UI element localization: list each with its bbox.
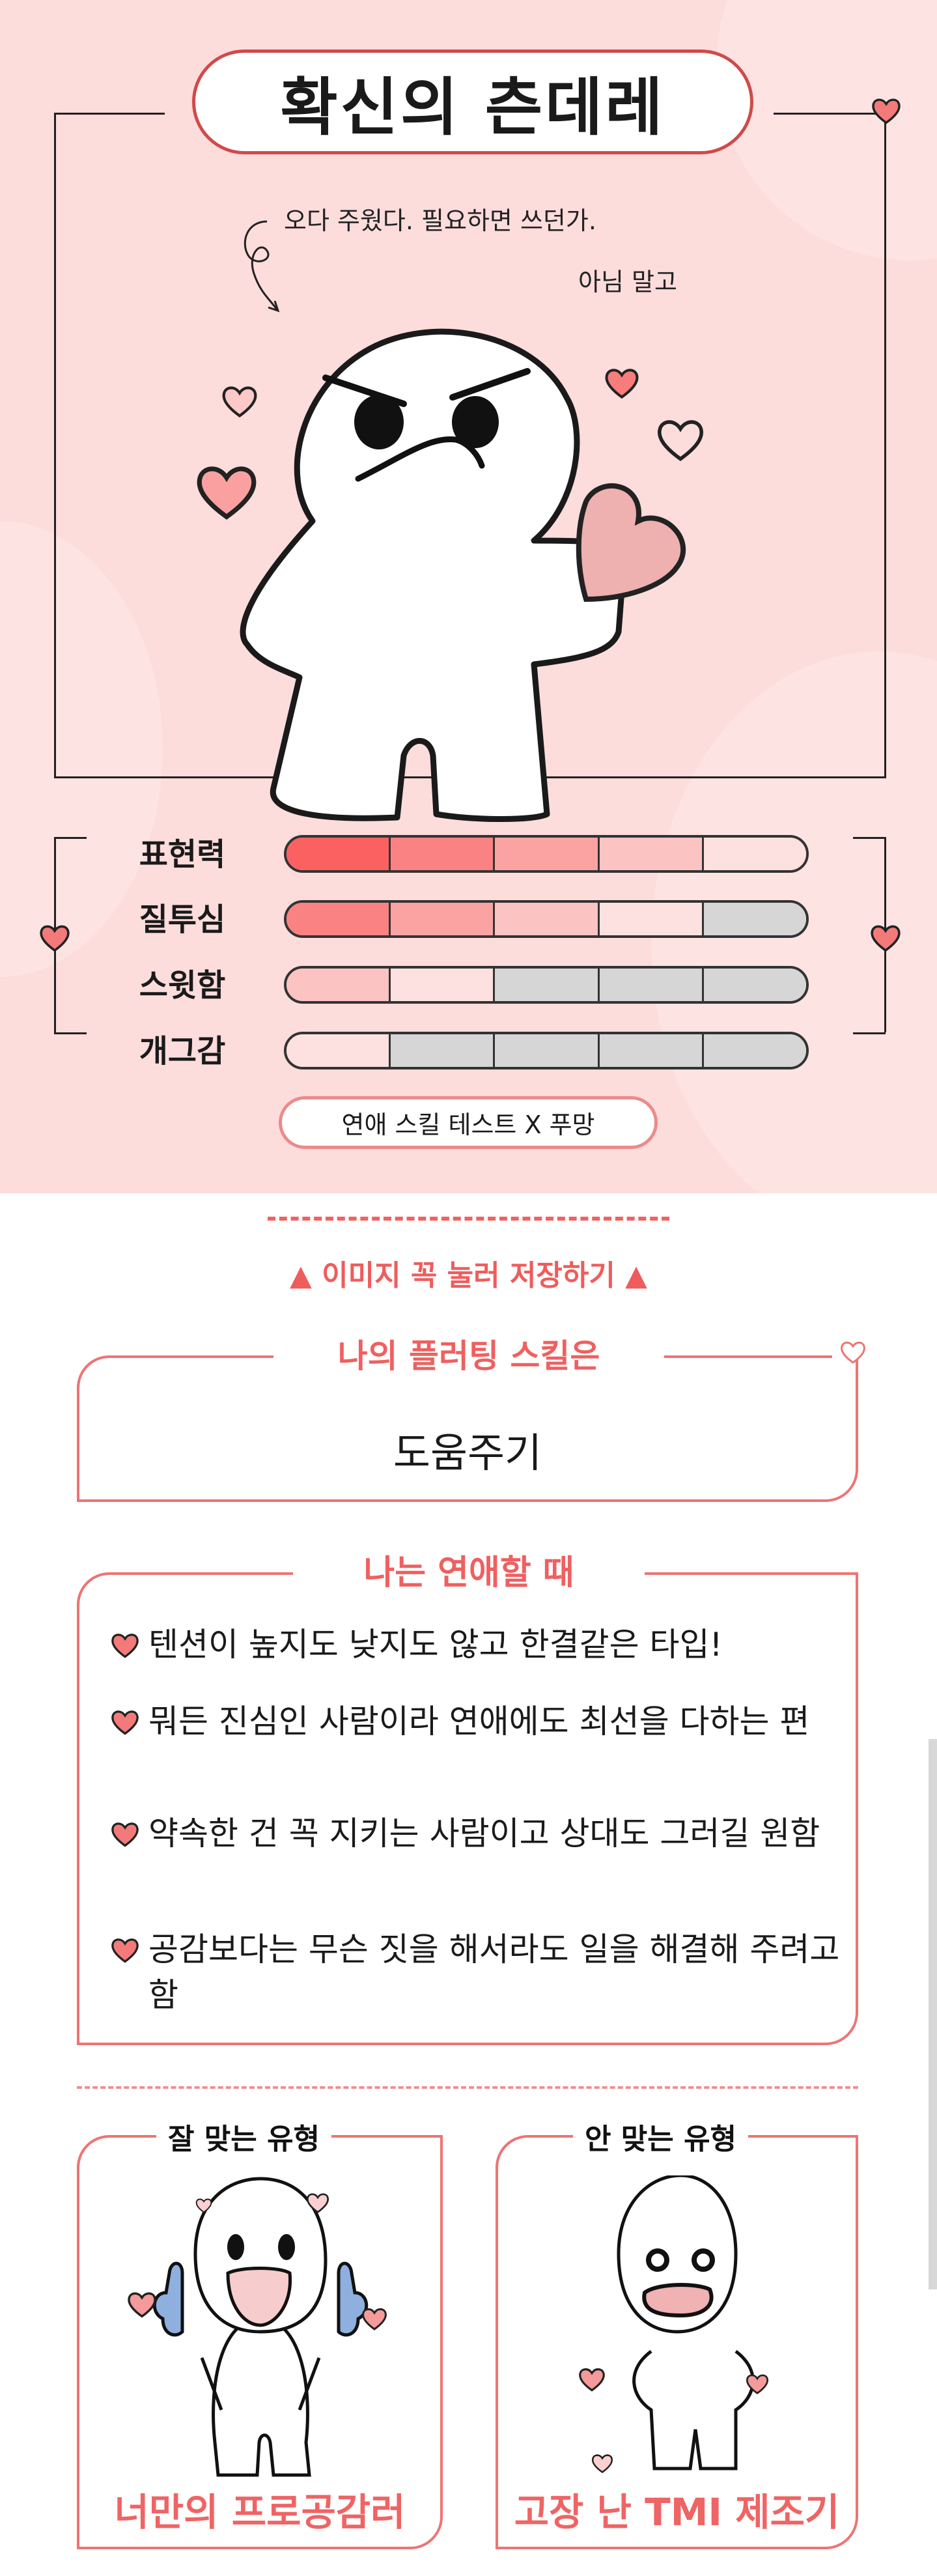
heart-icon bbox=[656, 417, 705, 462]
heart-icon bbox=[361, 2302, 387, 2335]
heart-icon bbox=[591, 2449, 613, 2478]
curl-arrow-icon bbox=[244, 220, 280, 313]
list-item: 약속한 건 꼭 지키는 사람이고 상대도 그러길 원함 bbox=[111, 1811, 846, 1856]
stat-segment-empty bbox=[599, 969, 704, 1001]
heart-icon bbox=[195, 462, 258, 521]
divider bbox=[268, 1217, 669, 1221]
heart-icon bbox=[578, 2361, 606, 2398]
stat-segment-filled bbox=[703, 838, 806, 870]
heart-icon bbox=[871, 96, 901, 125]
heart-icon bbox=[195, 2195, 212, 2216]
list-item: 뭐든 진심인 사람이라 연애에도 최선을 다하는 편 bbox=[111, 1699, 846, 1744]
stat-label: 스윗함 bbox=[139, 967, 226, 1004]
tsundere-character bbox=[240, 220, 686, 822]
stat-segment-empty bbox=[703, 903, 806, 935]
stat-segment-filled bbox=[287, 1034, 391, 1067]
heart-icon bbox=[111, 1821, 139, 1847]
stat-label: 개그감 bbox=[139, 1033, 226, 1069]
thumbs-up-icon bbox=[152, 2261, 369, 2337]
heart-icon bbox=[221, 384, 258, 418]
stat-bar bbox=[284, 1032, 809, 1069]
heart-icon bbox=[111, 1937, 139, 1963]
scrollbar-thumb[interactable] bbox=[929, 1739, 937, 2289]
stat-bar bbox=[284, 966, 809, 1004]
good-match-character-head bbox=[152, 2177, 369, 2337]
stat-segment-filled bbox=[391, 903, 496, 935]
list-item-text: 공감보다는 무슨 짓을 해서라도 일을 해결해 주려고 함 bbox=[148, 1931, 840, 2014]
list-item-text: 텐션이 높지도 낮지도 않고 한결같은 타입! bbox=[148, 1626, 723, 1663]
stat-segment-filled bbox=[287, 903, 391, 935]
brand-button[interactable]: 연애 스킬 테스트 X 푸망 bbox=[279, 1096, 658, 1149]
heart-icon bbox=[841, 1341, 865, 1364]
heart-icon bbox=[604, 365, 639, 401]
stat-segment-empty bbox=[703, 1034, 806, 1067]
list-item: 텐션이 높지도 낮지도 않고 한결같은 타입! bbox=[111, 1622, 846, 1667]
stat-segment-filled bbox=[495, 838, 600, 870]
list-item: 공감보다는 무슨 짓을 해서라도 일을 해결해 주려고 함 bbox=[111, 1927, 846, 2018]
bad-match-name: 고장 난 TMI 제조기 bbox=[514, 2490, 840, 2534]
divider bbox=[77, 2086, 858, 2089]
stat-segment-filled bbox=[391, 969, 496, 1001]
stat-segment-filled bbox=[495, 903, 600, 935]
list-item-text: 약속한 건 꼭 지키는 사람이고 상대도 그러길 원함 bbox=[148, 1815, 820, 1852]
bad-match-title: 안 맞는 유형 bbox=[573, 2116, 749, 2157]
stat-segment-filled bbox=[599, 838, 704, 870]
heart-icon bbox=[870, 922, 901, 954]
heart-icon bbox=[127, 2286, 157, 2323]
stat-segment-empty bbox=[391, 1034, 496, 1067]
stat-segment-filled bbox=[287, 838, 391, 870]
good-match-title: 잘 맞는 유형 bbox=[156, 2116, 332, 2157]
speech-line-2: 아님 말고 bbox=[578, 268, 677, 296]
skill-box-title: 나의 플러팅 스킬은 bbox=[273, 1337, 664, 1376]
bad-match-character bbox=[617, 2175, 755, 2470]
good-match-character bbox=[200, 2317, 321, 2477]
page-title: 확신의 츤데레 bbox=[192, 50, 753, 154]
stat-segment-empty bbox=[703, 969, 806, 1001]
save-hint: ▲ 이미지 꼭 눌러 저장하기 ▲ bbox=[289, 1259, 648, 1292]
list-item-text: 뭐든 진심인 사람이라 연애에도 최선을 다하는 편 bbox=[148, 1703, 810, 1740]
stat-segment-filled bbox=[391, 838, 496, 870]
heart-icon bbox=[111, 1709, 139, 1735]
good-match-box bbox=[77, 2135, 443, 2549]
stat-segment-filled bbox=[287, 969, 391, 1001]
speech-line-1: 오다 주웠다. 필요하면 쓰던가. bbox=[284, 206, 596, 235]
skill-box bbox=[77, 1355, 858, 1502]
stat-segment-empty bbox=[495, 969, 600, 1001]
skill-value: 도움주기 bbox=[393, 1429, 542, 1477]
stat-bar bbox=[284, 835, 809, 873]
love-box-title: 나는 연애할 때 bbox=[293, 1553, 645, 1593]
heart-icon bbox=[39, 922, 70, 954]
stat-label: 표현력 bbox=[139, 836, 226, 873]
stat-segment-empty bbox=[495, 1034, 600, 1067]
heart-icon bbox=[111, 1632, 139, 1658]
stat-segment-empty bbox=[599, 1034, 704, 1067]
heart-icon bbox=[746, 2368, 769, 2400]
love-box bbox=[77, 1572, 858, 2045]
bad-match-box bbox=[496, 2135, 858, 2549]
heart-icon bbox=[306, 2188, 329, 2217]
stat-label: 질투심 bbox=[139, 901, 226, 938]
stat-bar bbox=[284, 900, 809, 938]
good-match-name: 너만의 프로공감러 bbox=[114, 2490, 406, 2534]
stat-segment-filled bbox=[599, 903, 704, 935]
